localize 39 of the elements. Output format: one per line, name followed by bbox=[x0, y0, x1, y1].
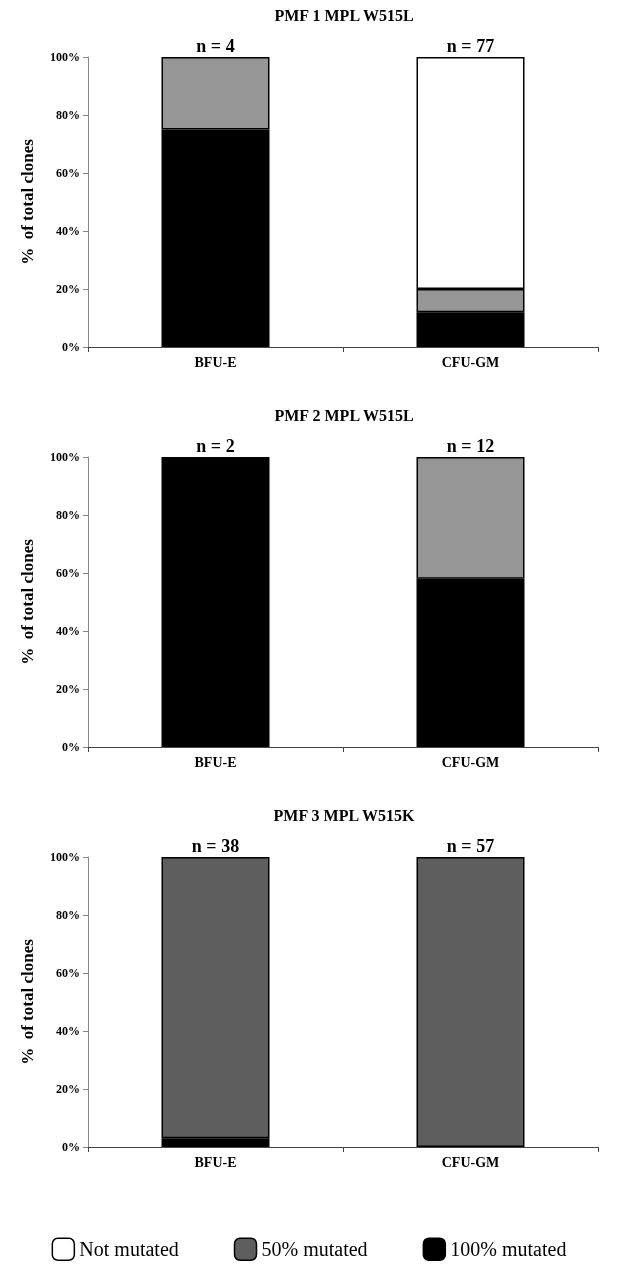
y-tick-label: 80% bbox=[56, 108, 80, 122]
legend-label: Not mutated bbox=[79, 1238, 179, 1261]
y-axis-title: % of total clones bbox=[18, 938, 37, 1065]
y-tick-label: 40% bbox=[56, 1024, 80, 1038]
annotation: n = 57 bbox=[446, 836, 495, 856]
y-tick-label: 100% bbox=[50, 850, 80, 864]
y-axis-title: % of total clones bbox=[18, 538, 37, 665]
legend-label: 100% mutated bbox=[450, 1238, 567, 1261]
annotation: n = 77 bbox=[446, 36, 495, 56]
legend-label: 50% mutated bbox=[261, 1238, 368, 1261]
y-tick-label: 60% bbox=[56, 166, 80, 180]
x-tick-label: CFU-GM bbox=[441, 354, 500, 370]
y-tick-label: 0% bbox=[62, 1140, 80, 1154]
y-tick-label: 40% bbox=[56, 224, 80, 238]
annotation: n = 12 bbox=[446, 436, 495, 456]
y-tick-label: 20% bbox=[56, 282, 80, 296]
y-tick-label: 0% bbox=[62, 340, 80, 354]
chart-title: PMF 3 MPL W515K bbox=[273, 806, 415, 824]
x-tick-label: BFU-E bbox=[194, 754, 237, 770]
y-tick-label: 20% bbox=[56, 1082, 80, 1096]
x-tick-label: CFU-GM bbox=[441, 754, 500, 770]
y-tick-label: 80% bbox=[56, 508, 80, 522]
x-tick-label: BFU-E bbox=[194, 354, 237, 370]
y-tick-label: 20% bbox=[56, 682, 80, 696]
annotation: n = 2 bbox=[196, 436, 235, 456]
chart-title: PMF 1 MPL W515L bbox=[274, 6, 414, 24]
y-tick-label: 100% bbox=[50, 50, 80, 64]
annotation: n = 38 bbox=[191, 836, 240, 856]
y-tick-label: 40% bbox=[56, 624, 80, 638]
y-tick-label: 60% bbox=[56, 566, 80, 580]
y-tick-label: 60% bbox=[56, 966, 80, 980]
y-tick-label: 80% bbox=[56, 908, 80, 922]
x-tick-label: CFU-GM bbox=[441, 1154, 500, 1170]
y-axis-title: % of total clones bbox=[18, 138, 37, 265]
chart-title: PMF 2 MPL W515L bbox=[274, 406, 414, 424]
annotation: n = 4 bbox=[196, 36, 235, 56]
x-tick-label: BFU-E bbox=[194, 1154, 237, 1170]
y-tick-label: 0% bbox=[62, 740, 80, 754]
y-tick-label: 100% bbox=[50, 450, 80, 464]
